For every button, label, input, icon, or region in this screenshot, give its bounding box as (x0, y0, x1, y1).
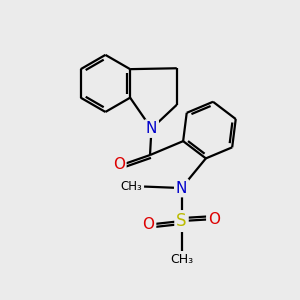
Text: CH₃: CH₃ (121, 180, 142, 193)
Text: N: N (146, 121, 157, 136)
Text: O: O (142, 217, 154, 232)
Text: S: S (176, 212, 187, 230)
Text: O: O (208, 212, 220, 227)
Text: N: N (176, 181, 187, 196)
Text: O: O (113, 158, 125, 172)
Text: CH₃: CH₃ (170, 253, 193, 266)
